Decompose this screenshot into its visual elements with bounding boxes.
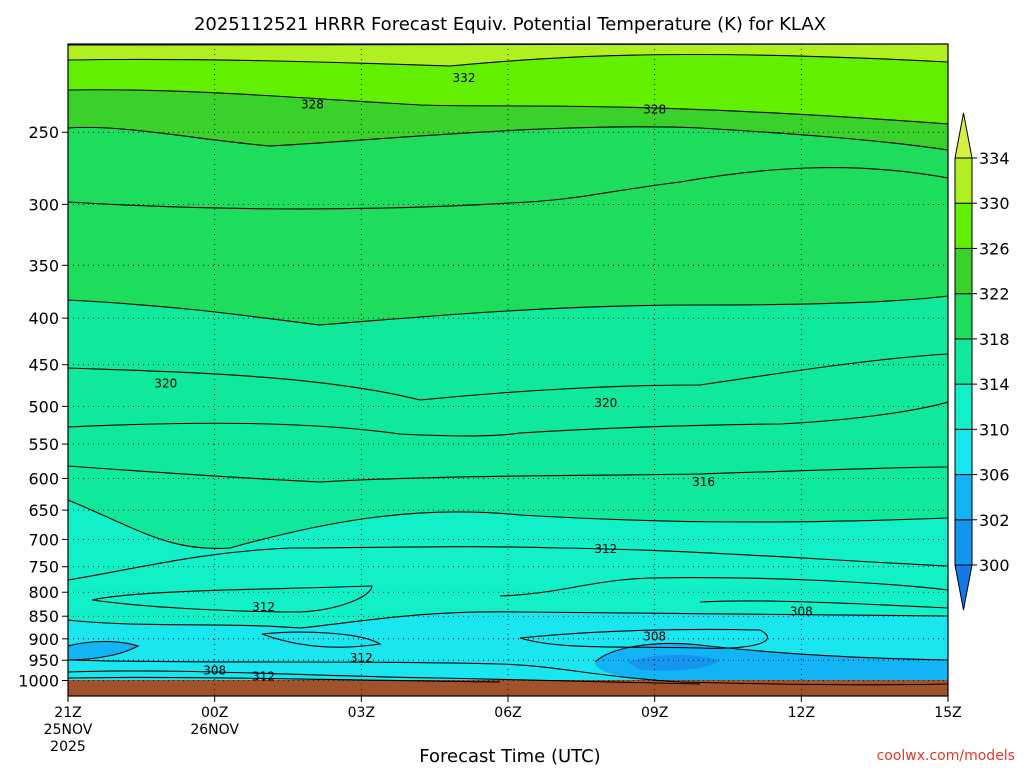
colorbar-segment — [954, 383, 973, 430]
y-tick-label: 450 — [28, 356, 59, 375]
colorbar-arrow-high — [954, 112, 973, 159]
y-tick-label: 500 — [28, 397, 59, 416]
colorbar-segment — [954, 519, 973, 566]
x-tick-label: 15Z — [934, 705, 961, 721]
pool-306-310-right — [595, 643, 948, 685]
x-tick-label: 26NOV — [190, 722, 239, 738]
plot-area: 332 328 328 320 320 316 312 312 308 308 312 308 312 — [67, 43, 949, 697]
contour-label: 312 — [252, 670, 275, 684]
x-tick-label: 09Z — [641, 705, 668, 721]
colorbar-tick-label: 306 — [979, 466, 1010, 485]
contour-label: 316 — [692, 475, 715, 489]
x-tick-label: 25NOV — [44, 722, 93, 738]
colorbar-segment — [954, 202, 973, 249]
colorbar-segment — [954, 293, 973, 340]
colorbar-segment — [954, 157, 973, 204]
colorbar-tick-label: 318 — [979, 330, 1010, 349]
colorbar: 300 302 306 310 314 318 322 326 330 334 — [954, 112, 1010, 611]
y-tick-label: 900 — [28, 630, 59, 649]
y-axis: 250 300 350 400 450 500 550 600 650 700 750 800 850 9… — [18, 123, 68, 690]
colorbar-segment — [954, 428, 973, 476]
y-tick-label: 350 — [28, 256, 59, 275]
y-tick-label: 700 — [28, 530, 59, 549]
x-tick-label: 06Z — [494, 705, 521, 721]
contour-label: 308 — [203, 663, 226, 677]
contour-label: 328 — [643, 102, 666, 116]
y-tick-label: 550 — [28, 435, 59, 454]
x-tick-label: 00Z — [201, 705, 228, 721]
colorbar-segment — [954, 474, 973, 521]
pool-302-306 — [628, 654, 720, 671]
contour-label: 320 — [594, 396, 617, 410]
contour-label: 312 — [594, 542, 617, 556]
ground-below-surface — [68, 680, 948, 696]
contour-label: 308 — [790, 605, 813, 619]
y-tick-label: 1000 — [18, 671, 59, 690]
colorbar-tick-label: 300 — [979, 556, 1010, 575]
y-tick-label: 250 — [28, 123, 59, 142]
colorbar-tick-label: 322 — [979, 285, 1010, 304]
x-tick-label: 03Z — [348, 705, 375, 721]
x-tick-label: 12Z — [788, 705, 815, 721]
x-tick-label: 21Z — [54, 705, 81, 721]
contour-label: 332 — [453, 71, 476, 85]
y-tick-label: 800 — [28, 583, 59, 602]
y-tick-label: 300 — [28, 195, 59, 214]
contour-label: 328 — [301, 97, 324, 111]
y-tick-label: 950 — [28, 651, 59, 670]
colorbar-tick-label: 302 — [979, 511, 1010, 530]
chart-title: 2025112521 HRRR Forecast Equiv. Potentia… — [194, 14, 826, 35]
colorbar-segment — [954, 338, 973, 385]
y-tick-label: 750 — [28, 558, 59, 577]
contour-labels: 332 328 328 320 320 316 312 312 308 308 312 308 312 — [154, 71, 812, 683]
colorbar-tick-label: 330 — [979, 194, 1010, 213]
y-tick-label: 850 — [28, 607, 59, 626]
contour-label: 312 — [350, 651, 373, 665]
colorbar-tick-label: 314 — [979, 375, 1010, 394]
x-axis-label: Forecast Time (UTC) — [419, 746, 600, 767]
colorbar-segment — [954, 247, 973, 295]
contour-label: 308 — [643, 630, 666, 644]
y-tick-label: 600 — [28, 469, 59, 488]
pool-306-310-left — [68, 641, 138, 660]
colorbar-arrow-low — [954, 564, 973, 611]
x-tick-label: 2025 — [50, 739, 86, 755]
contour-label: 320 — [154, 377, 177, 391]
contour-label: 312 — [252, 600, 275, 614]
y-tick-label: 400 — [28, 309, 59, 328]
y-tick-label: 650 — [28, 501, 59, 520]
colorbar-tick-label: 334 — [979, 149, 1010, 168]
colorbar-tick-label: 326 — [979, 239, 1010, 258]
credit-text: coolwx.com/models — [877, 748, 1015, 764]
colorbar-tick-label: 310 — [979, 420, 1010, 439]
